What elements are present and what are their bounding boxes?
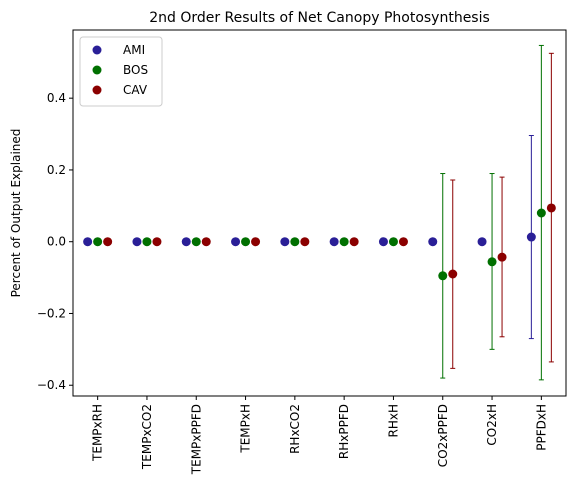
x-tick-label: TEMPxCO2 xyxy=(140,404,154,470)
data-point xyxy=(83,237,93,247)
data-point xyxy=(93,237,103,247)
data-point xyxy=(398,237,408,247)
data-point xyxy=(536,208,546,218)
data-point xyxy=(201,237,211,247)
x-tick-label: TEMPxPPFD xyxy=(189,404,203,475)
y-tick-label: 0.0 xyxy=(47,235,66,249)
data-point xyxy=(448,269,458,279)
data-point xyxy=(181,237,191,247)
data-point xyxy=(329,237,339,247)
y-tick-label: 0.4 xyxy=(47,91,66,105)
y-tick-label: −0.4 xyxy=(37,378,66,392)
data-point xyxy=(300,237,310,247)
series-bos xyxy=(93,44,546,381)
x-tick-label: CO2xH xyxy=(485,404,499,446)
legend-box xyxy=(79,36,163,107)
data-point xyxy=(546,203,556,213)
plot-area xyxy=(83,44,556,381)
data-point xyxy=(339,237,349,247)
x-tick-label: TEMPxH xyxy=(239,404,253,454)
data-point xyxy=(497,252,507,262)
y-tick-label: 0.2 xyxy=(47,163,66,177)
data-point xyxy=(152,237,162,247)
legend-label: AMI xyxy=(123,43,145,57)
legend-marker xyxy=(92,65,102,75)
y-tick-label: −0.2 xyxy=(37,306,66,320)
data-point xyxy=(438,271,448,281)
data-point xyxy=(378,237,388,247)
x-tick-label: RHxH xyxy=(386,404,400,438)
data-point xyxy=(428,237,438,247)
legend-label: BOS xyxy=(123,63,148,77)
x-tick-label: PPFDxH xyxy=(534,404,548,451)
data-point xyxy=(349,237,359,247)
data-point xyxy=(241,237,251,247)
legend: AMI BOS CAV xyxy=(79,36,163,107)
data-point xyxy=(526,232,536,242)
axes-frame xyxy=(72,29,567,397)
x-axis: TEMPxRH TEMPxCO2 TEMPxPPFD TEMPxH RHxCO2 RHxP… xyxy=(91,396,548,475)
series-ami xyxy=(83,134,536,340)
data-point xyxy=(388,237,398,247)
data-point xyxy=(477,237,487,247)
x-tick-label: RHxCO2 xyxy=(288,404,302,454)
x-tick-label: CO2xPPFD xyxy=(436,404,450,467)
y-axis-label: Percent of Output Explained xyxy=(9,129,23,298)
data-point xyxy=(487,257,497,267)
data-point xyxy=(103,237,113,247)
data-point xyxy=(142,237,152,247)
data-point xyxy=(132,237,142,247)
chart-title: 2nd Order Results of Net Canopy Photosyn… xyxy=(149,10,490,26)
data-point xyxy=(191,237,201,247)
x-tick-label: RHxPPFD xyxy=(337,404,351,459)
data-point xyxy=(231,237,241,247)
series-cav xyxy=(103,52,556,369)
y-axis: −0.4 −0.2 0.0 0.2 0.4 xyxy=(37,91,73,392)
data-point xyxy=(251,237,261,247)
x-tick-label: TEMPxRH xyxy=(91,404,105,462)
legend-label: CAV xyxy=(123,83,148,97)
data-point xyxy=(280,237,290,247)
legend-marker xyxy=(92,45,102,55)
data-point xyxy=(290,237,300,247)
legend-marker xyxy=(92,85,102,95)
